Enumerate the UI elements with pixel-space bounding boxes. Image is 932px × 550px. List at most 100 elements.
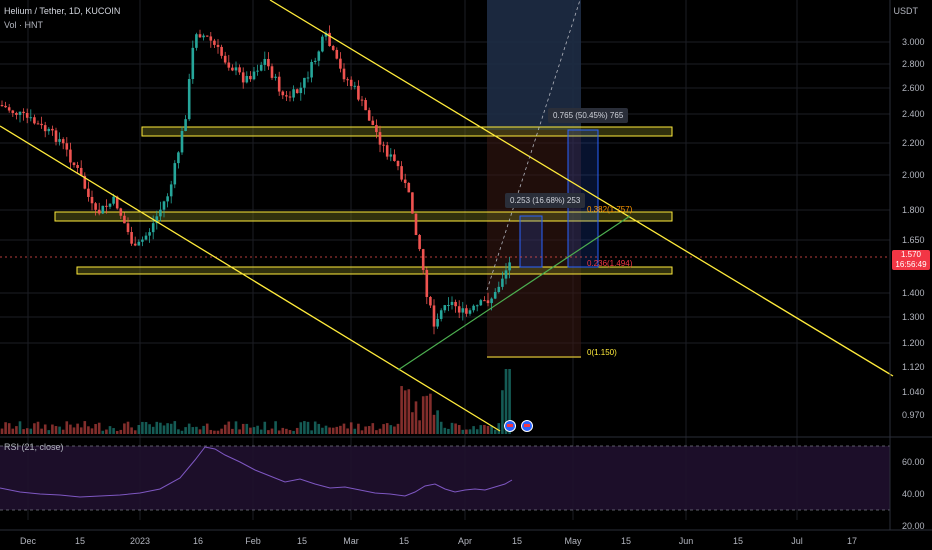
- candle-body: [184, 119, 187, 132]
- volume-bar: [51, 424, 54, 434]
- volume-bar: [130, 427, 133, 434]
- candle-body: [209, 36, 213, 41]
- time-tick: Feb: [245, 536, 261, 546]
- candle-body: [105, 205, 108, 207]
- resistance-zone-upper[interactable]: [141, 126, 673, 137]
- volume-legend[interactable]: Vol · HNT: [4, 20, 44, 30]
- volume-bar: [292, 430, 295, 434]
- measure-label-small[interactable]: 0.253 (16.68%) 253: [505, 193, 586, 208]
- risk-zone[interactable]: [487, 130, 581, 358]
- volume-bar: [371, 423, 375, 434]
- price-axis[interactable]: 3.000 2.800 2.600 2.400 2.200 2.000 1.80…: [902, 37, 925, 531]
- us-flag-icon[interactable]: [521, 420, 533, 432]
- volume-bar: [83, 421, 87, 434]
- candle-body: [443, 305, 447, 311]
- candle-body: [0, 105, 4, 106]
- candle-body: [479, 300, 483, 306]
- candle-body: [61, 139, 65, 144]
- candle-body: [403, 179, 407, 184]
- price-tick: 2.400: [902, 109, 925, 119]
- rsi-line[interactable]: [0, 446, 513, 498]
- candle-body: [508, 262, 511, 271]
- volume-bar: [364, 426, 367, 434]
- volume-bar: [112, 428, 115, 434]
- volume-bar: [137, 424, 141, 434]
- volume-bar: [195, 426, 198, 434]
- volume-bar: [72, 427, 76, 434]
- candle-body: [382, 144, 385, 146]
- volume-bar: [475, 429, 479, 434]
- candle-body: [324, 32, 328, 37]
- volume-bar: [454, 423, 457, 434]
- volume-bar: [439, 421, 443, 434]
- volume-bar: [29, 428, 33, 434]
- candle-body: [400, 166, 403, 180]
- volume-bar: [429, 393, 432, 434]
- volume-bar: [54, 426, 58, 434]
- candle-body: [357, 85, 360, 100]
- measure-box-small[interactable]: [519, 215, 543, 268]
- candle-body: [33, 117, 36, 124]
- candle-body: [328, 32, 331, 47]
- candle-body: [306, 77, 310, 79]
- candle-body: [447, 304, 450, 306]
- volume-bar: [310, 430, 313, 434]
- support-zone-lower[interactable]: [76, 266, 673, 275]
- candle-body: [281, 91, 285, 96]
- candle-body: [396, 160, 400, 167]
- symbol-title[interactable]: Helium / Tether, 1D, KUCOIN: [4, 6, 121, 16]
- candle-body: [457, 306, 461, 313]
- volume-bar: [385, 423, 389, 434]
- volume-bar: [263, 421, 267, 434]
- volume-bar: [508, 369, 511, 434]
- candle-body: [364, 100, 367, 111]
- volume-bar: [393, 426, 396, 434]
- fib-label-0: 0(1.150): [587, 348, 617, 357]
- candle-body: [177, 152, 180, 164]
- candle-body: [94, 203, 97, 210]
- volume-bar: [443, 427, 447, 434]
- volume-bar: [159, 422, 162, 434]
- volume-bar: [97, 422, 101, 434]
- candle-body: [213, 40, 216, 45]
- candle-body: [29, 117, 33, 119]
- candle-body: [148, 232, 151, 236]
- time-axis[interactable]: Dec 15 2023 16 Feb 15 Mar 15 Apr 15 May …: [20, 536, 857, 546]
- trendline-upper[interactable]: [269, 0, 894, 377]
- volume-bar: [360, 430, 364, 434]
- candle-series[interactable]: [0, 25, 511, 335]
- candle-body: [385, 145, 389, 157]
- candle-body: [317, 51, 321, 61]
- support-trendline[interactable]: [397, 215, 631, 371]
- candle-body: [367, 110, 371, 121]
- measure-label-large[interactable]: 0.765 (50.45%) 765: [548, 108, 629, 123]
- volume-bar: [126, 421, 130, 434]
- candle-body: [141, 239, 144, 242]
- time-tick: Jun: [679, 536, 694, 546]
- volume-bar: [198, 429, 202, 434]
- volume-bar: [425, 395, 429, 434]
- volume-bar: [375, 430, 378, 434]
- volume-bar: [270, 428, 274, 434]
- volume-bar: [87, 426, 90, 434]
- candle-body: [231, 67, 234, 71]
- us-flag-icon[interactable]: [504, 420, 516, 432]
- volume-bar: [324, 425, 328, 434]
- last-price-value: 1.570: [900, 250, 922, 259]
- volume-bar: [303, 421, 306, 434]
- trendline-lower[interactable]: [0, 125, 501, 432]
- candle-body: [25, 113, 29, 118]
- volume-bar: [267, 430, 270, 434]
- volume-bar: [216, 430, 220, 434]
- rsi-legend[interactable]: RSI (21, close): [4, 442, 64, 452]
- rsi-tick: 40.00: [902, 489, 925, 499]
- time-tick: May: [564, 536, 582, 546]
- candle-body: [4, 105, 7, 108]
- resistance-zone-middle[interactable]: [54, 211, 673, 222]
- grid: [0, 0, 890, 520]
- volume-bar: [162, 425, 166, 434]
- volume-bar: [65, 421, 69, 434]
- candle-body: [241, 72, 245, 83]
- candle-body: [40, 123, 43, 126]
